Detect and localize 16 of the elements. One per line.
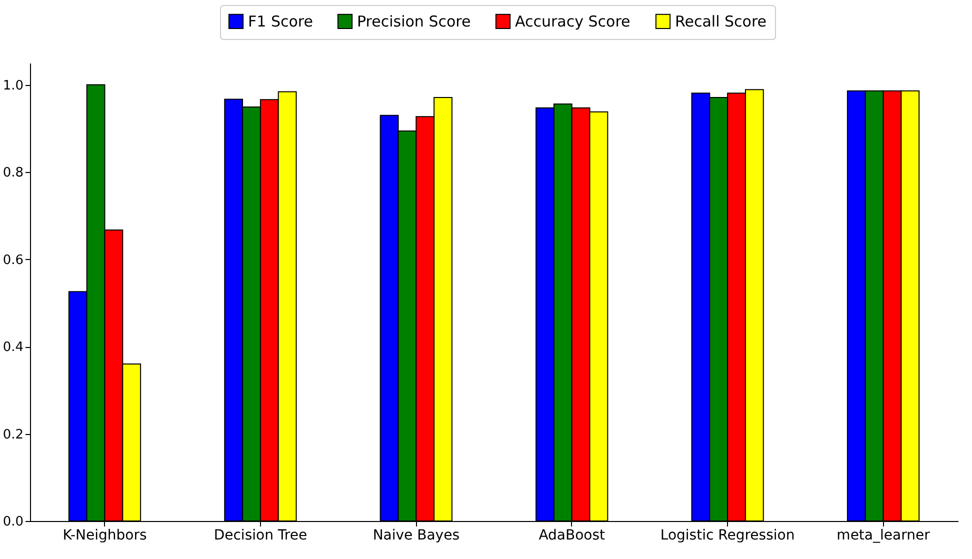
y-tick-label: 0.2 [2,427,24,442]
legend-label: F1 Score [248,12,313,30]
y-tick-label: 0.0 [2,514,24,530]
legend-label: Accuracy Score [515,12,630,30]
x-tick-label: AdaBoost [538,528,606,544]
y-tick-label: 0.4 [2,340,24,356]
x-tick-label: Decision Tree [214,528,308,544]
x-tick-label: meta_learner [836,528,930,544]
x-tick-label: Naive Bayes [372,528,460,544]
y-tick-label: 0.6 [2,252,24,268]
y-tick-label: 0.8 [2,166,24,181]
y-tick-label: 1.0 [2,78,24,94]
legend-label: Precision Score [357,12,471,30]
x-tick-label: K-Neighbors [62,528,147,544]
legend-label: Recall Score [675,12,767,30]
x-tick-label: Logistic Regression [660,528,795,544]
